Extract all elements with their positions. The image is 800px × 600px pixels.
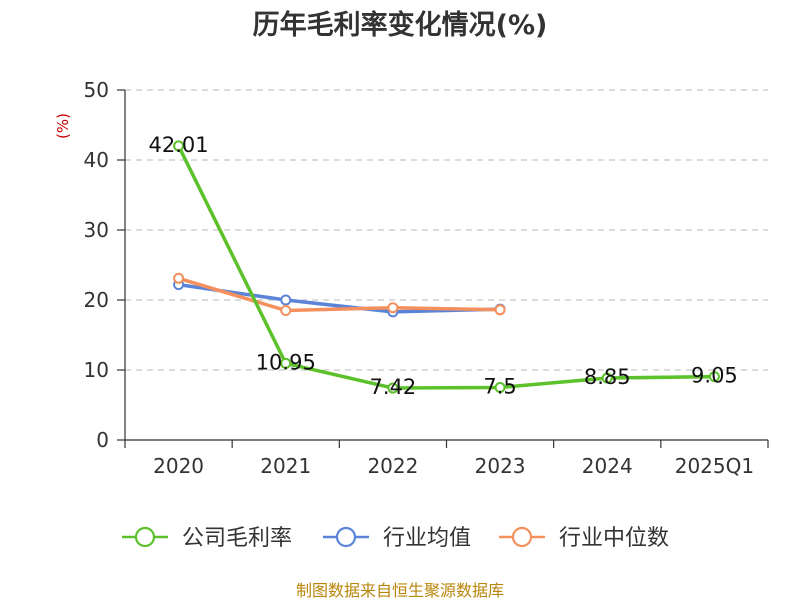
data-point [280,305,292,316]
legend-item: 行业中位数 [499,526,669,551]
y-tick-labels: 0 10 20 30 40 50 [84,78,109,452]
data-point [494,304,506,316]
legend-label: 公司毛利率 [182,526,292,551]
gridlines [125,89,768,371]
y-tick-label: 10 [84,358,109,382]
data-label: 10.95 [256,350,316,374]
x-tick-label: 2024 [582,454,633,478]
legend-item: 行业均值 [323,526,471,551]
series-2 [173,279,506,318]
x-tick-labels: 2020 2021 2022 2023 2024 2025Q1 [153,454,754,478]
y-axis-unit-label: (%) [54,113,72,139]
y-tick-label: 20 [84,288,109,312]
y-tick-label: 30 [84,218,109,242]
data-point [387,302,399,314]
data-point [173,272,185,284]
data-label: 7.42 [370,375,417,399]
series-3 [173,272,506,316]
y-tick-label: 50 [84,78,109,102]
data-point [173,140,185,152]
x-tick-label: 2025Q1 [675,454,754,478]
data-labels: 42.01 10.95 7.42 7.5 8.85 9.05 [149,133,738,399]
series-line [176,144,717,390]
axes [117,89,769,448]
legend-label: 行业中位数 [559,526,669,551]
series-1 [173,140,720,394]
data-point [387,382,399,394]
data-label: 8.85 [584,365,631,389]
data-point [708,371,720,383]
x-tick-label: 2020 [153,454,204,478]
y-tick-label: 40 [84,148,109,172]
series-line [176,276,502,313]
legend-marker [134,526,156,548]
legend-marker [511,526,533,548]
y-tick-label: 0 [96,428,109,452]
x-tick-label: 2023 [475,454,526,478]
data-point [280,357,292,369]
chart-title: 历年毛利率变化情况(%) [253,9,548,41]
legend: 公司毛利率 行业均值 行业中位数 [122,526,669,551]
x-tick-label: 2022 [367,454,418,478]
legend-marker [335,526,357,548]
source-note: 制图数据来自恒生聚源数据库 [296,581,504,600]
data-point [280,294,292,306]
legend-label: 行业均值 [383,526,471,551]
x-tick-label: 2021 [260,454,311,478]
series-lines [173,140,720,394]
data-label: 9.05 [691,364,738,388]
data-point [494,382,506,393]
data-label: 42.01 [149,133,209,157]
legend-item: 公司毛利率 [122,526,292,551]
data-point [601,372,613,384]
data-label: 7.5 [483,375,516,399]
